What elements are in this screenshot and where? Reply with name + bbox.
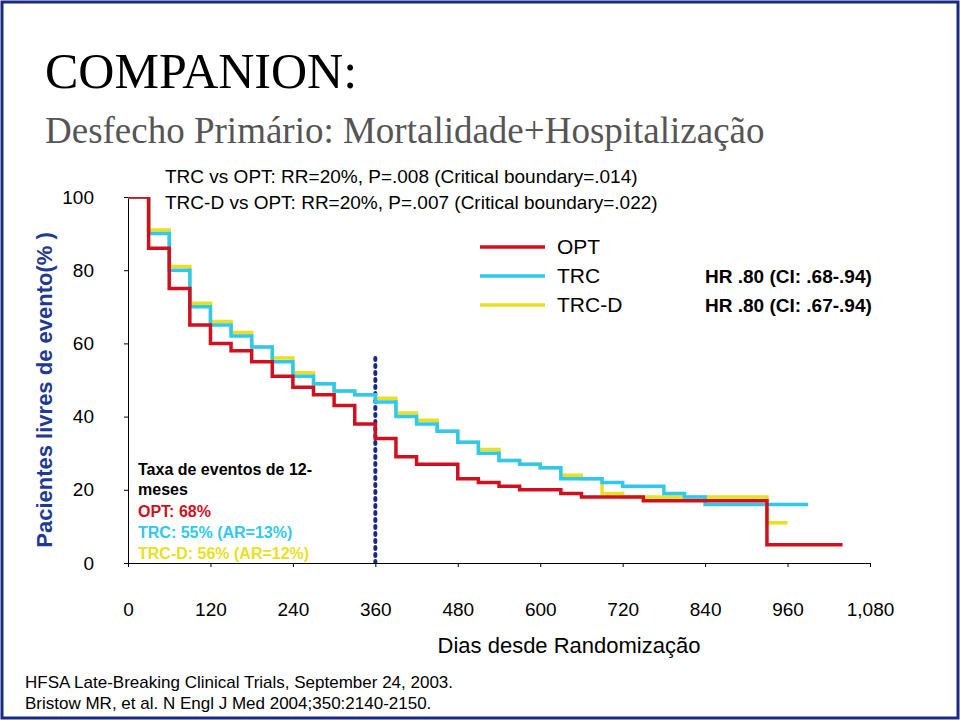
box-title: Taxa de eventos de 12- [138,461,312,478]
y-tick-mark [124,197,128,198]
x-tick: 840 [690,563,722,620]
y-tick-label: 20 [73,479,94,500]
x-tick-mark [540,563,541,567]
x-axis-line [129,564,871,568]
annotation: TRC-D vs OPT: RR=20%, P=.007 (Critical b… [165,192,658,213]
y-tick-label: 40 [73,406,94,427]
y-tick: 20 [73,479,128,500]
x-tick-label: 480 [442,599,474,620]
y-tick-mark [124,270,128,271]
y-axis: 0 20 40 60 80 100 [62,187,128,574]
legend-swatch [480,303,545,307]
x-tick-label: 1,080 [847,599,895,620]
title: COMPANION: [45,43,357,99]
y-tick-label: 100 [62,187,94,208]
series-line [128,197,843,545]
x-tick-label: 0 [123,599,134,620]
x-tick-mark [458,563,459,567]
x-tick-label: 120 [195,599,227,620]
legend-label: OPT [557,235,600,258]
legend-swatch [480,274,545,278]
x-tick-mark [623,563,624,567]
x-tick: 0 [123,563,134,620]
x-axis-title: Dias desde Randomização [438,633,701,658]
legend-swatch [480,245,545,249]
x-tick-mark [375,563,376,567]
box-title: meses [138,481,188,498]
x-tick: 720 [607,563,639,620]
x-tick-mark [210,563,211,567]
y-tick: 100 [62,187,128,208]
box-row: TRC: 55% (AR=13%) [138,524,292,541]
y-tick-label: 0 [83,553,94,574]
subtitle: Desfecho Primário: Mortalidade+Hospitali… [45,110,765,151]
x-tick-mark [705,563,706,567]
legend-label: TRC [557,264,600,287]
background [0,0,960,720]
plot-area [128,197,843,563]
hazard-ratio: HR .80 (CI: .67-.94) [705,295,872,316]
source: Bristow MR, et al. N Engl J Med 2004;350… [25,694,431,713]
y-tick-label: 60 [73,333,94,354]
x-tick-mark [870,563,871,567]
x-tick-mark [293,563,294,567]
legend-label: TRC-D [557,293,622,316]
y-tick: 0 [83,553,128,574]
x-tick: 480 [442,563,474,620]
y-axis-line [124,198,129,564]
y-tick-mark [124,490,128,491]
hazard-ratio: HR .80 (CI: .68-.94) [705,266,872,287]
x-axis: 0 120 240 360 480 600 720 840 960 1,080 [123,563,894,620]
x-tick-label: 360 [360,599,392,620]
x-tick-label: 840 [690,599,722,620]
x-tick: 1,080 [847,563,895,620]
x-tick: 600 [525,563,557,620]
y-tick: 60 [73,333,128,354]
x-tick: 120 [195,563,227,620]
x-tick-label: 240 [278,599,310,620]
y-tick-label: 80 [73,260,94,281]
box-row: TRC-D: 56% (AR=12%) [138,545,309,562]
y-tick: 40 [73,406,128,427]
x-tick: 240 [278,563,310,620]
x-tick-mark [788,563,789,567]
y-tick: 80 [73,260,128,281]
y-tick-mark [124,417,128,418]
y-axis-title: Pacientes livres de evento(% ) [32,232,57,547]
y-tick-mark [124,563,128,564]
x-tick: 360 [360,563,392,620]
source: HFSA Late-Breaking Clinical Trials, Sept… [25,673,453,692]
frame [2,2,958,718]
box-row: OPT: 68% [138,503,211,520]
x-tick-label: 720 [607,599,639,620]
x-tick-label: 960 [772,599,804,620]
y-tick-mark [124,343,128,344]
x-tick: 960 [772,563,804,620]
x-tick-label: 600 [525,599,557,620]
reference-line [373,353,377,563]
annotation: TRC vs OPT: RR=20%, P=.008 (Critical bou… [165,166,638,187]
